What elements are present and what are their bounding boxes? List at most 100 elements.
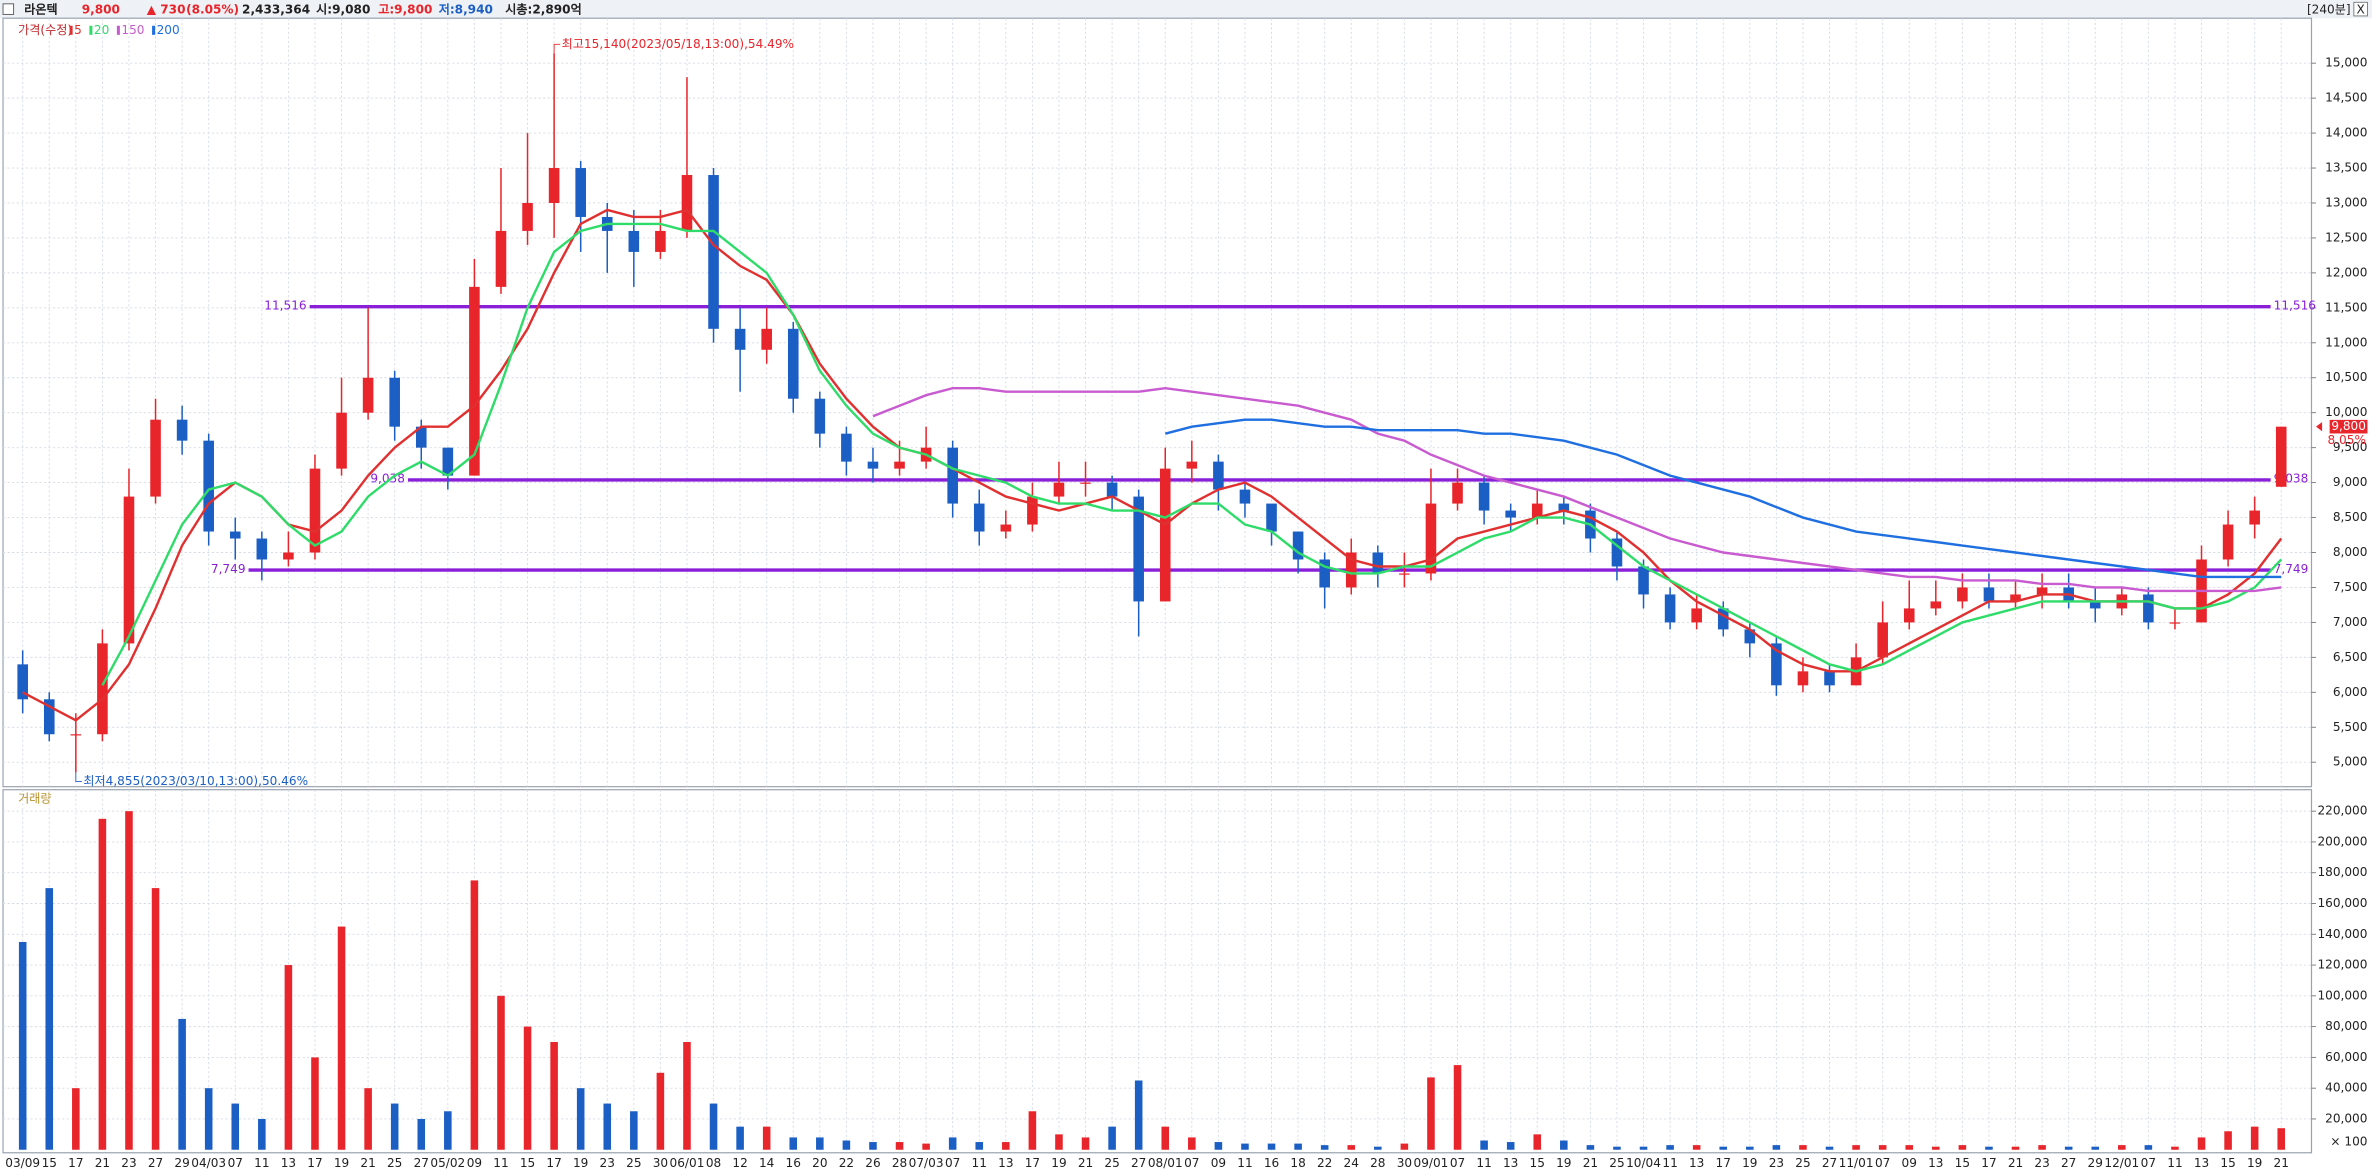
volume-bar xyxy=(523,1026,532,1150)
volume-bar xyxy=(603,1103,612,1150)
x-tick-label: 21 xyxy=(1078,1156,1093,1170)
x-tick-label: 13 xyxy=(1503,1156,1518,1170)
x-tick-label: 21 xyxy=(2008,1156,2023,1170)
moving-average xyxy=(872,387,2282,593)
close-box[interactable] xyxy=(2353,1,2368,17)
volume-bar xyxy=(1188,1137,1196,1150)
close-button[interactable]: X xyxy=(2357,2,2365,16)
x-tick-label: 19 xyxy=(1742,1156,1757,1170)
x-tick-label: 28 xyxy=(892,1156,907,1170)
candle-body xyxy=(150,419,161,497)
volume-bar xyxy=(1374,1146,1382,1150)
x-tick-label: 27 xyxy=(1131,1156,1146,1170)
y-tick-label: 9,500 xyxy=(2333,440,2368,454)
x-tick-label: 18 xyxy=(1290,1156,1305,1170)
low: 저:8,940 xyxy=(439,1,493,16)
y-tick-label: 8,500 xyxy=(2333,510,2368,524)
candle-body xyxy=(283,552,294,560)
x-tick-label: 12/01 xyxy=(2104,1156,2139,1170)
x-tick-label: 15 xyxy=(2220,1156,2235,1170)
candle-body xyxy=(1452,482,1463,504)
volume-bar xyxy=(2011,1146,2020,1150)
volume-bar xyxy=(630,1111,638,1150)
volume-bar xyxy=(98,818,107,1150)
checkbox[interactable] xyxy=(2,3,15,15)
y-tick-label: 10,500 xyxy=(2325,370,2367,384)
x-tick-label: 27 xyxy=(414,1156,429,1170)
volume-bar xyxy=(1108,1126,1116,1150)
candle-body xyxy=(336,412,347,469)
candle-body xyxy=(1159,468,1171,602)
volume-bar xyxy=(1161,1126,1170,1150)
volume-bar xyxy=(18,941,27,1150)
y-tick-label: 20,000 xyxy=(2325,1111,2367,1125)
candle-body xyxy=(761,328,772,350)
x-tick-label: 23 xyxy=(600,1156,615,1170)
market-cap: 시총:2,890억 xyxy=(505,1,581,16)
candle-body xyxy=(389,377,400,427)
y-tick-label: 11,000 xyxy=(2325,335,2367,349)
x-tick-label: 14 xyxy=(759,1156,775,1170)
volume-bar xyxy=(762,1126,771,1150)
x-tick-label: 07/03 xyxy=(909,1156,944,1170)
y-tick-label: 10,000 xyxy=(2325,405,2367,419)
candle-body xyxy=(1638,566,1649,595)
volume-bar xyxy=(231,1103,240,1150)
candle-body xyxy=(2010,594,2021,602)
y-tick-label: 60,000 xyxy=(2325,1050,2367,1064)
volume-bar xyxy=(1453,1065,1462,1150)
volume-bar xyxy=(151,888,160,1150)
volume-bar xyxy=(1799,1145,1807,1150)
x-tick-label: 26 xyxy=(865,1156,880,1170)
candle-body xyxy=(655,230,666,252)
candle-body xyxy=(1000,524,1012,532)
volume-bar xyxy=(470,880,479,1150)
x-tick-label: 12 xyxy=(732,1156,747,1170)
x-tick-label: 10/04 xyxy=(1626,1156,1661,1170)
x-tick-label: 19 xyxy=(573,1156,588,1170)
volume-bar xyxy=(2277,1128,2286,1150)
candle-body xyxy=(1957,587,1968,602)
x-tick-label: 09/01 xyxy=(1414,1156,1449,1170)
candle-body xyxy=(894,461,905,469)
y-tick-label: 15,000 xyxy=(2325,56,2367,70)
y-tick-label: 5,000 xyxy=(2333,755,2368,769)
volume-bar xyxy=(1427,1077,1435,1150)
volume-bar xyxy=(1719,1146,1728,1150)
y-tick-label: 13,500 xyxy=(2325,161,2367,175)
x-tick-label: 13 xyxy=(281,1156,296,1170)
volume-bar xyxy=(1746,1146,1754,1150)
volume-bar xyxy=(1506,1142,1515,1150)
candle-body xyxy=(1531,503,1543,518)
candle-body xyxy=(628,230,640,252)
candle-body xyxy=(575,168,586,217)
x-tick-label: 27 xyxy=(1822,1156,1837,1170)
candle-body xyxy=(814,398,826,434)
candle-body xyxy=(708,175,719,329)
candle-body xyxy=(2275,426,2287,487)
volume-bar xyxy=(1666,1145,1674,1150)
candle-body xyxy=(2036,587,2048,595)
volume-bar xyxy=(2197,1137,2206,1150)
volume-bar xyxy=(1002,1142,1010,1150)
y-tick-label: 7,000 xyxy=(2333,615,2368,629)
candle-body xyxy=(2143,594,2154,623)
volume-bar xyxy=(656,1072,665,1150)
volume-bar xyxy=(417,1118,426,1150)
volume-bar xyxy=(1533,1134,1542,1150)
x-tick-label: 19 xyxy=(1556,1156,1571,1170)
candle-body xyxy=(1372,552,1384,574)
volume-bar xyxy=(1320,1145,1329,1150)
volume-bar xyxy=(1480,1140,1488,1150)
x-tick-label: 17 xyxy=(1716,1156,1731,1170)
x-tick-label: 07 xyxy=(1450,1156,1465,1170)
open: 시:9,080 xyxy=(316,2,370,16)
reference-label-right: 11,516 xyxy=(2274,298,2316,312)
interval[interactable]: [240분] xyxy=(2307,2,2351,16)
x-tick-label: 09 xyxy=(1902,1156,1917,1170)
volume-bar xyxy=(72,1088,80,1150)
candle-body xyxy=(1239,489,1251,504)
y-tick-label: 120,000 xyxy=(2317,958,2367,972)
volume-bar xyxy=(1081,1137,1090,1150)
moving-average xyxy=(1164,418,2282,579)
